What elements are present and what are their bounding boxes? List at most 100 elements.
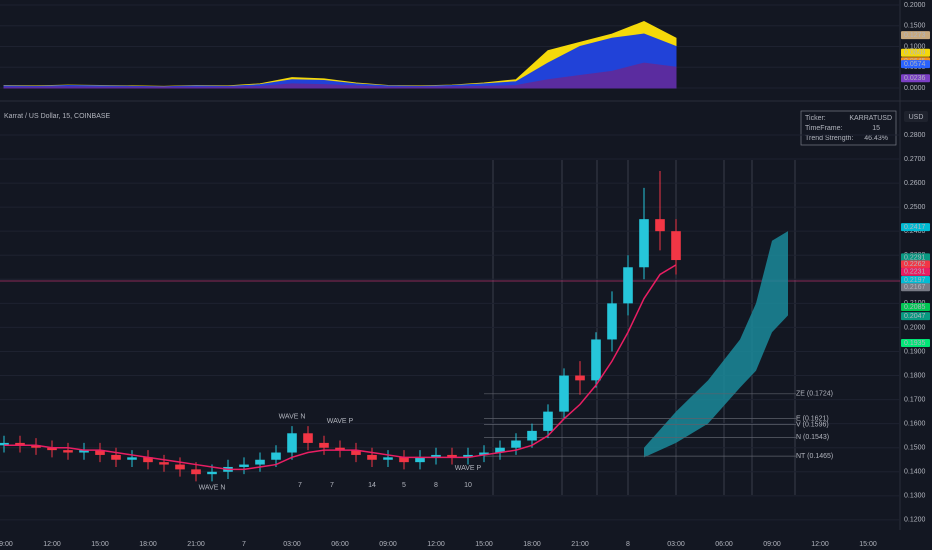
price-tag-label: 0.1273: [904, 32, 926, 39]
candle-body: [143, 457, 153, 463]
candle-body: [175, 464, 185, 470]
candle-body: [239, 464, 249, 467]
annotation: WAVE P: [455, 465, 482, 472]
y-tick-label: 0.2800: [904, 132, 926, 139]
x-tick-label: 8: [626, 541, 630, 548]
candle-body: [127, 457, 137, 460]
candle-body: [623, 267, 633, 304]
x-tick-label: 18:00: [139, 541, 157, 548]
y-tick-label: 0.1400: [904, 469, 926, 476]
price-tag-label: 0.2231: [904, 269, 926, 276]
x-tick-label: 18:00: [523, 541, 541, 548]
candle-body: [527, 430, 537, 441]
area: [3, 62, 677, 89]
x-tick-label: 12:00: [427, 541, 445, 548]
price-tag: [901, 74, 930, 83]
y-tick-label: 0.1800: [904, 372, 926, 379]
price-tag-label: 0.0236: [904, 75, 926, 82]
candle-body: [543, 411, 553, 431]
y-tick-label: 0.1500: [904, 445, 926, 452]
candle-body: [47, 447, 57, 451]
info-value: KARRATUSD: [849, 115, 892, 122]
price-tag: [901, 276, 930, 285]
x-tick-label: 21:00: [571, 541, 589, 548]
candle-body: [63, 450, 73, 453]
info-value: 46.43%: [864, 135, 888, 142]
y-tick-label: 0.2500: [904, 204, 926, 211]
price-tag-label: 0.2197: [904, 277, 926, 284]
level-label: E (0.1621): [796, 415, 829, 422]
candle-body: [575, 375, 585, 381]
x-tick-label: 06:00: [715, 541, 733, 548]
candle-body: [559, 375, 569, 412]
candle-body: [447, 454, 457, 458]
candle-body: [639, 219, 649, 268]
candle-body: [191, 469, 201, 475]
candle-body: [511, 440, 521, 448]
candle-body: [671, 231, 681, 261]
x-tick-label: 7: [242, 541, 246, 548]
symbol-title: Karrat / US Dollar, 15, COINBASE: [4, 113, 111, 120]
annotation: WAVE N: [199, 484, 226, 491]
candle-body: [655, 219, 665, 232]
info-label: TimeFrame:: [805, 125, 843, 132]
price-tag-label: 0.2047: [904, 313, 926, 320]
price-tag: [901, 302, 930, 311]
y-tick-label: 0.1500: [904, 23, 926, 30]
candle-body: [479, 452, 489, 455]
y-tick-label: 0.2700: [904, 156, 926, 163]
annotation: WAVE N: [279, 413, 306, 420]
level-label: ZE (0.1724): [796, 391, 833, 398]
x-tick-label: 03:00: [667, 541, 685, 548]
x-tick-label: 15:00: [859, 541, 877, 548]
level-label: NT (0.1465): [796, 453, 833, 460]
y-tick-label: 0.2400: [904, 228, 926, 235]
candle-body: [367, 454, 377, 460]
y-tick-label: 0.2000: [904, 2, 926, 9]
candle-body: [351, 450, 361, 455]
annotation: 7: [330, 482, 334, 489]
x-tick-label: 09:00: [763, 541, 781, 548]
y-tick-label: 0.1900: [904, 348, 926, 355]
level-label: N (0.1543): [796, 434, 829, 441]
candle-body: [255, 459, 265, 465]
currency: USD: [909, 114, 924, 121]
y-tick-label: 0.2600: [904, 180, 926, 187]
annotation: 7: [298, 482, 302, 489]
y-tick-label: 0.2000: [904, 324, 926, 331]
y-tick-label: 0.1600: [904, 421, 926, 428]
annotation: 8: [434, 482, 438, 489]
x-tick-label: 06:00: [331, 541, 349, 548]
candle-body: [415, 457, 425, 463]
cloud: [644, 231, 788, 458]
price-tag: [901, 312, 930, 321]
currency-box: [904, 111, 928, 122]
candle-body: [15, 442, 25, 446]
price-tag: [901, 253, 930, 262]
level-label: V (0.1596): [796, 421, 829, 428]
candle-body: [335, 447, 345, 451]
annotation: WAVE P: [327, 418, 354, 425]
annotation: 10: [464, 482, 472, 489]
candle-body: [271, 452, 281, 460]
y-tick-label: 0.0000: [904, 85, 926, 92]
price-tag-label: 0.0574: [904, 61, 926, 68]
price-tag-label: 0.2085: [904, 304, 926, 311]
candle-body: [591, 339, 601, 381]
price-tag: [901, 60, 930, 69]
x-tick-label: 03:00: [283, 541, 301, 548]
price-tag-label: 0.2291: [904, 254, 926, 261]
price-tag: [901, 283, 930, 292]
annotation: 5: [402, 482, 406, 489]
candle-body: [319, 442, 329, 448]
info-panel: Ticker: KARRATUSD TimeFrame: 15 Trend St…: [800, 110, 897, 146]
x-tick-label: 09:00: [379, 541, 397, 548]
candle-body: [303, 433, 313, 443]
x-tick-label: 15:00: [91, 541, 109, 548]
price-tag-label: 0.0849: [904, 50, 926, 57]
candle-body: [607, 303, 617, 340]
candle-body: [111, 454, 121, 460]
x-tick-label: 09:00: [0, 541, 13, 548]
price-tag: [901, 260, 930, 269]
